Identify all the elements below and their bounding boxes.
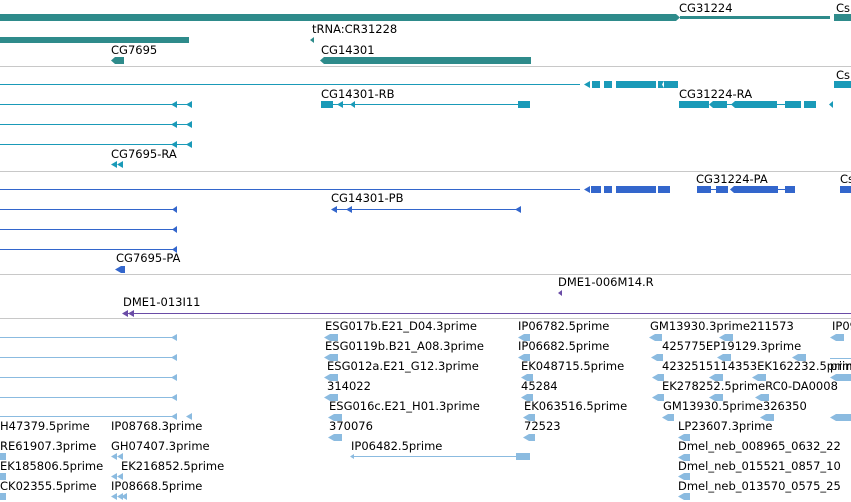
track-divider — [0, 171, 851, 172]
transcript-label[interactable]: CG14301-RB — [321, 87, 395, 101]
est-label[interactable]: EK216852.5prime — [121, 459, 225, 473]
est-label[interactable]: EK185806.5prime — [0, 459, 104, 473]
est-label[interactable]: IP08668.5prime — [111, 479, 203, 493]
gene-label[interactable]: tRNA:CR31228 — [312, 22, 398, 36]
est-label[interactable]: 72523 — [524, 419, 561, 433]
bac-label[interactable]: DME1-006M14.R — [558, 275, 654, 289]
gene-glyph-left[interactable] — [0, 37, 189, 43]
track-divider — [0, 274, 851, 275]
est-label[interactable]: Dmel_neb_013570_0575_25 — [678, 479, 841, 493]
bac-track-glyphs — [122, 290, 851, 317]
est-label[interactable]: GH07407.3prime — [111, 439, 210, 453]
gene-glyph-cg31224[interactable] — [0, 14, 676, 21]
transcript-label[interactable]: CG31224-RA — [679, 87, 753, 101]
est-label[interactable]: Dmel_neb_015521_0857_10 — [678, 459, 841, 473]
protein-label[interactable]: CG14301-PB — [331, 191, 404, 205]
est-label[interactable]: 4232515114353EK162232.5prime — [662, 359, 851, 373]
est-label[interactable]: IP08768.3prime — [111, 419, 203, 433]
gene-track-glyphs — [0, 14, 851, 64]
est-track-glyphs — [0, 334, 851, 500]
gene-glyph-cs[interactable] — [834, 14, 851, 21]
est-label[interactable]: EK063516.5prime — [524, 399, 628, 413]
est-label[interactable]: EK278252.5primeRC0-DA0008 — [662, 379, 838, 393]
est-label[interactable]: RE61907.3prime — [0, 439, 97, 453]
est-label[interactable]: LP23607.3prime — [678, 419, 773, 433]
est-label[interactable]: ESG016c.E21_H01.3prime — [329, 399, 480, 413]
gene-glyph-cg31224-tail[interactable] — [680, 16, 830, 19]
bac-glyph-013i11[interactable] — [122, 310, 128, 317]
est-label[interactable]: IP06782.5prime — [518, 319, 610, 333]
transcript-label[interactable]: CG7695-RA — [111, 147, 177, 161]
est-label[interactable]: IP09 — [832, 319, 851, 333]
gene-glyph-cg31224-end[interactable] — [676, 14, 680, 21]
est-label[interactable]: EK048715.5prime — [521, 359, 625, 373]
track-divider — [0, 66, 851, 67]
bac-glyph-006m14[interactable] — [558, 290, 562, 296]
est-label[interactable]: IP06682.5prime — [518, 339, 610, 353]
est-label[interactable]: GM13930.3prime211573 — [650, 319, 794, 333]
gene-label[interactable]: CG31224 — [679, 1, 733, 15]
mrna-track-glyphs — [0, 81, 851, 168]
est-label[interactable]: 45284 — [521, 379, 558, 393]
est-label[interactable]: 425775EP19129.3prime — [662, 339, 802, 353]
est-label[interactable]: ESG017b.E21_D04.3prime — [325, 319, 477, 333]
est-label[interactable]: 314022 — [327, 379, 371, 393]
bac-label[interactable]: DME1-013I11 — [123, 295, 201, 309]
est-label[interactable]: ESG0119b.B21_A08.3prime — [325, 339, 484, 353]
est-label[interactable]: Dmel_neb_008965_0632_22 — [678, 439, 841, 453]
est-label[interactable]: IP06482.5prime — [351, 439, 443, 453]
gene-label[interactable]: CG7695 — [111, 43, 158, 57]
track-divider — [0, 318, 851, 319]
transcript-label[interactable]: Cs — [836, 68, 851, 82]
gene-glyph-cg7695[interactable] — [111, 57, 124, 64]
est-label[interactable]: prim — [830, 359, 851, 373]
est-label[interactable]: 370076 — [329, 419, 373, 433]
protein-label[interactable]: Cs — [840, 172, 851, 186]
est-label[interactable]: CK02355.5prime — [0, 479, 97, 493]
est-label[interactable]: ESG012a.E21_G12.3prime — [327, 359, 479, 373]
protein-label[interactable]: CG7695-PA — [116, 251, 181, 265]
gene-label[interactable]: Cs — [836, 1, 851, 15]
est-label[interactable]: GM13930.5prime326350 — [663, 399, 807, 413]
est-label[interactable]: H47379.5prime — [0, 419, 90, 433]
gene-glyph-cg14301[interactable] — [320, 57, 531, 64]
gene-glyph-trna[interactable] — [310, 37, 314, 43]
cds-track-glyphs — [0, 186, 851, 273]
gene-label[interactable]: CG14301 — [321, 43, 375, 57]
protein-label[interactable]: CG31224-PA — [696, 172, 768, 186]
